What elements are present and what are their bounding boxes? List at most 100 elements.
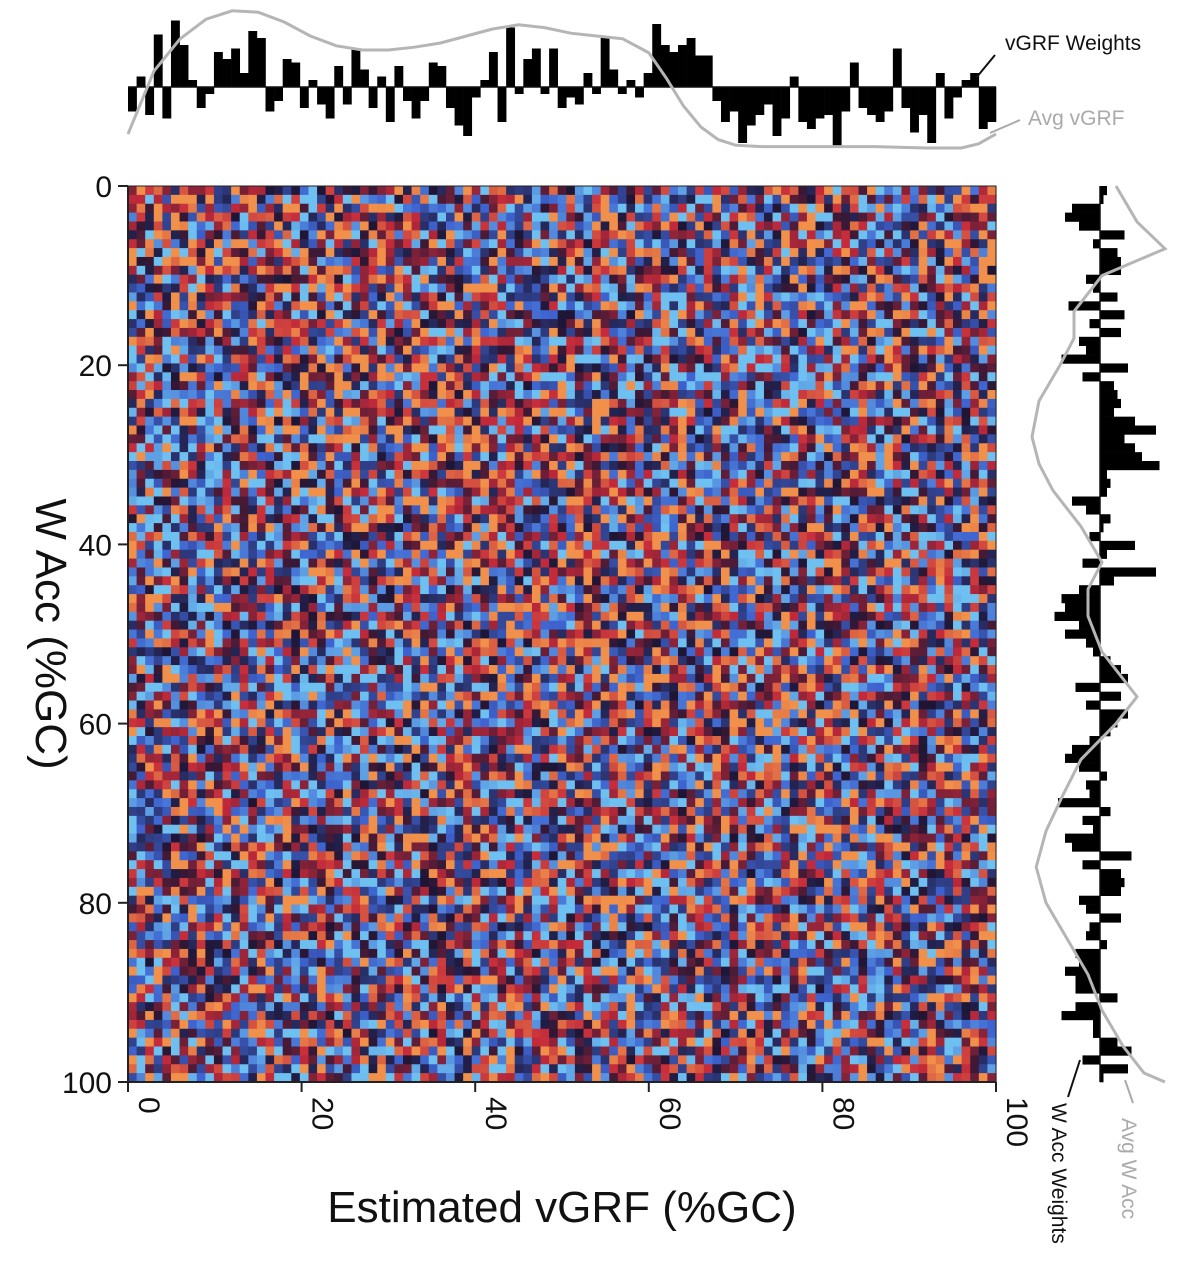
heatmap-cell <box>746 345 756 356</box>
heatmap-cell <box>540 186 550 196</box>
heatmap-cell <box>669 381 679 391</box>
heatmap-cell <box>763 434 774 444</box>
heatmap-cell <box>781 354 791 365</box>
heatmap-cell <box>824 576 834 586</box>
heatmap-cell <box>428 540 438 551</box>
heatmap-cell <box>566 327 576 338</box>
heatmap-cell <box>368 461 378 471</box>
heatmap-cell <box>600 194 610 205</box>
heatmap-cell <box>256 292 267 302</box>
heatmap-cell <box>763 540 774 551</box>
heatmap-cell <box>377 390 387 400</box>
heatmap-cell <box>660 594 671 604</box>
heatmap-cell <box>961 496 971 506</box>
heatmap-cell <box>506 611 516 622</box>
heatmap-cell <box>136 602 146 613</box>
heatmap-cell <box>918 425 928 435</box>
heatmap-cell <box>720 549 731 560</box>
heatmap-cell <box>497 230 507 240</box>
heatmap-cell <box>514 531 524 542</box>
heatmap-cell <box>901 310 911 320</box>
heatmap-cell <box>179 301 189 311</box>
heatmap-cell <box>385 239 396 249</box>
heatmap-cell <box>574 434 585 444</box>
heatmap-cell <box>789 203 799 214</box>
heatmap-cell <box>858 363 868 373</box>
heatmap-cell <box>145 425 155 435</box>
heatmap-cell <box>944 452 954 462</box>
heatmap-cell <box>291 327 301 338</box>
heatmap-cell <box>179 248 189 258</box>
heatmap-cell <box>385 531 396 542</box>
heatmap-cell <box>695 496 705 506</box>
heatmap-cell <box>282 531 292 542</box>
heatmap-cell <box>970 230 980 240</box>
heatmap-cell <box>222 398 232 409</box>
heatmap-cell <box>549 523 559 533</box>
heatmap-cell <box>884 505 894 515</box>
heatmap-cell <box>953 345 963 356</box>
heatmap-cell <box>248 602 258 613</box>
heatmap-cell <box>196 452 206 462</box>
heatmap-cell <box>781 256 791 267</box>
heatmap-cell <box>145 523 155 533</box>
heatmap-cell <box>918 558 928 569</box>
heatmap-cell <box>858 265 868 276</box>
heatmap-cell <box>196 611 206 622</box>
heatmap-cell <box>248 221 258 231</box>
heatmap-cell <box>265 558 275 569</box>
heatmap-cell <box>308 496 318 506</box>
heatmap-cell <box>403 469 413 480</box>
heatmap-cell <box>256 505 267 515</box>
heatmap-cell <box>978 381 988 391</box>
heatmap-cell <box>403 585 413 595</box>
heatmap-cell <box>385 390 396 400</box>
heatmap-cell <box>265 602 275 613</box>
heatmap-cell <box>188 265 198 276</box>
heatmap-cell <box>488 248 499 258</box>
heatmap-cell <box>660 576 671 586</box>
heatmap-cell <box>394 274 404 285</box>
heatmap-cell <box>411 327 421 338</box>
heatmap-cell <box>901 407 911 418</box>
heatmap-cell <box>308 336 318 347</box>
heatmap-cell <box>686 274 696 285</box>
heatmap-cell <box>617 363 628 373</box>
heatmap-cell <box>256 390 267 400</box>
heatmap-cell <box>806 469 817 480</box>
heatmap-cell <box>437 203 447 214</box>
heatmap-cell <box>231 221 241 231</box>
heatmap-cell <box>334 434 344 444</box>
heatmap-cell <box>308 186 318 196</box>
heatmap-cell <box>360 487 370 498</box>
heatmap-cell <box>600 239 610 249</box>
heatmap-cell <box>669 345 679 356</box>
heatmap-cell <box>274 256 284 267</box>
heatmap-cell <box>609 416 619 427</box>
heatmap-cell <box>231 265 241 276</box>
heatmap-cell <box>256 416 267 427</box>
heatmap-cell <box>746 239 756 249</box>
heatmap-cell <box>153 345 163 356</box>
heatmap-cell <box>385 585 396 595</box>
heatmap-cell <box>875 611 885 622</box>
heatmap-cell <box>626 425 636 435</box>
heatmap-cell <box>531 345 542 356</box>
heatmap-cell <box>239 336 249 347</box>
heatmap-cell <box>488 505 499 515</box>
heatmap-cell <box>695 212 705 223</box>
heatmap-cell <box>635 239 645 249</box>
heatmap-cell <box>317 594 327 604</box>
heatmap-cell <box>179 496 189 506</box>
heatmap-cell <box>420 283 430 294</box>
heatmap-cell <box>394 461 404 471</box>
heatmap-cell <box>970 514 980 524</box>
heatmap-cell <box>686 611 696 622</box>
heatmap-cell <box>488 283 499 294</box>
heatmap-cell <box>325 549 335 560</box>
heatmap-cell <box>678 461 688 471</box>
heatmap-cell <box>488 602 499 613</box>
heatmap-cell <box>317 292 327 302</box>
heatmap-cell <box>867 416 877 427</box>
heatmap-cell <box>875 363 885 373</box>
